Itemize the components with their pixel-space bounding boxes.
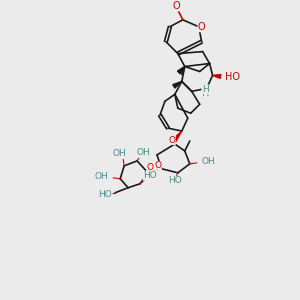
Text: O: O (168, 136, 175, 145)
Text: HO: HO (143, 171, 157, 180)
Text: H: H (202, 85, 209, 94)
Text: H: H (202, 88, 209, 98)
Text: OH: OH (136, 148, 150, 158)
Text: OH: OH (112, 149, 126, 158)
Polygon shape (213, 74, 221, 78)
Polygon shape (173, 81, 182, 88)
Polygon shape (172, 131, 182, 142)
Polygon shape (177, 67, 185, 74)
Text: HO: HO (224, 72, 239, 82)
Text: HO: HO (98, 190, 112, 199)
Text: O: O (146, 164, 154, 172)
Text: O: O (172, 1, 180, 11)
Text: OH: OH (94, 172, 108, 181)
Text: OH: OH (202, 158, 215, 166)
Text: O: O (154, 161, 161, 170)
Text: HO: HO (168, 176, 182, 185)
Text: O: O (198, 22, 206, 32)
